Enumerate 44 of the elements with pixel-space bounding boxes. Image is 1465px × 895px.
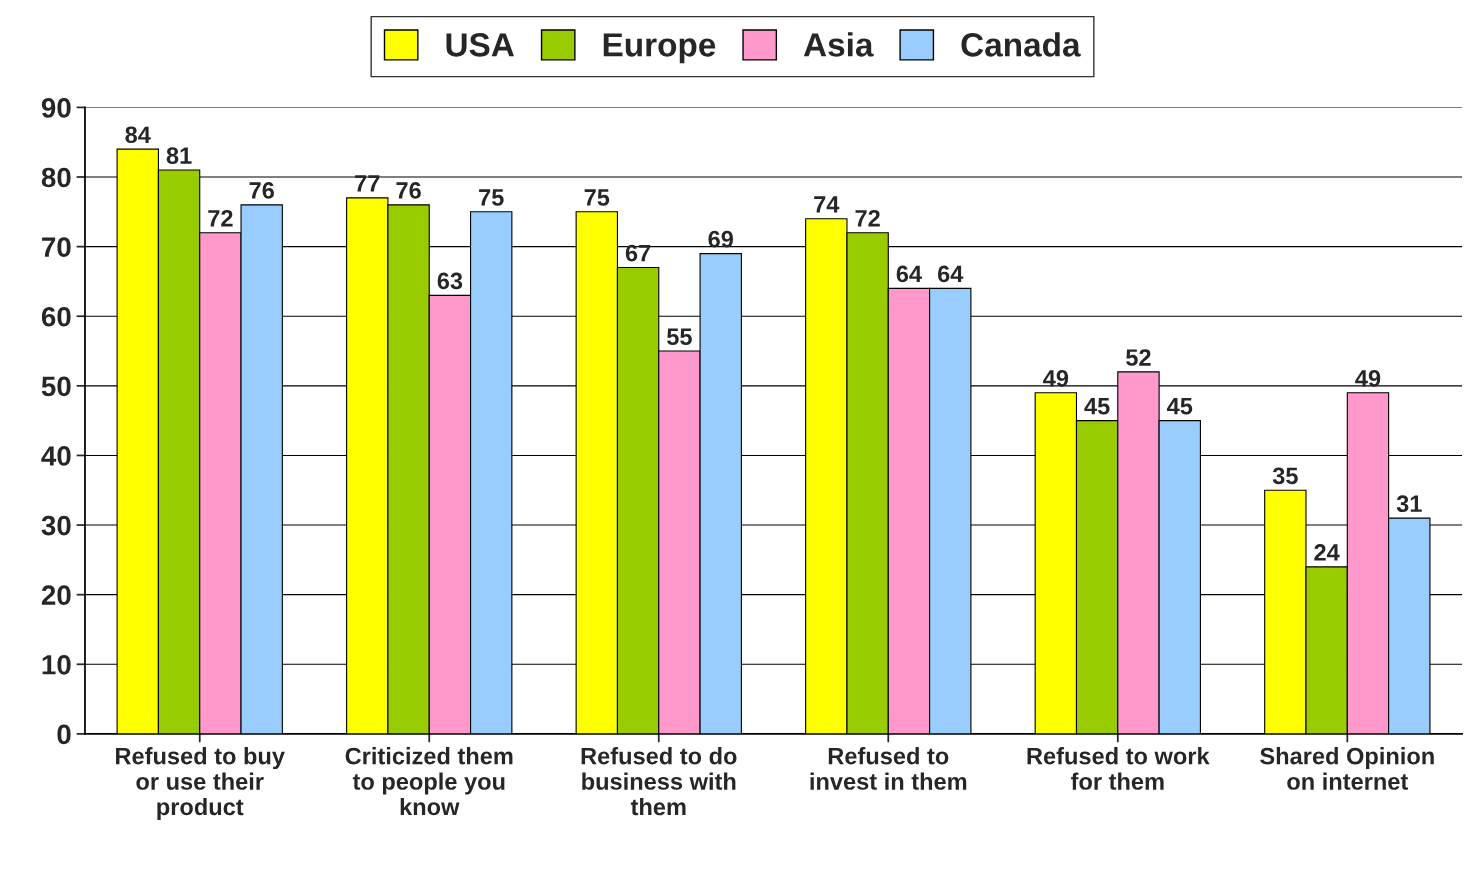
data-label: 81 [166,147,192,164]
data-label: 49 [1043,370,1069,387]
x-tick-label: Shared Opinion on internet [1260,747,1434,790]
y-tick-label: 60 [41,306,71,327]
data-label: 49 [1355,370,1381,387]
data-label: 63 [437,272,463,290]
data-label: 84 [125,126,151,144]
data-label: 76 [396,182,421,199]
y-tick-label: 40 [41,446,71,466]
legend-label: Asia [803,32,874,57]
y-tick-label: 80 [41,167,71,188]
y-tick-label: 70 [42,237,71,257]
data-label: 55 [667,328,692,345]
data-label: 45 [1166,398,1193,415]
data-label: 64 [896,265,922,283]
legend-label: USA [446,33,514,57]
data-label: 72 [855,209,880,227]
legend-label: Canada [961,32,1081,57]
data-label: 72 [208,209,233,227]
x-tick-label: Refused to work for them [1027,747,1210,790]
data-label: 77 [355,175,380,192]
x-tick-label: Criticized them to people you know [345,747,513,816]
legend-label: Europe [603,33,716,64]
data-label: 35 [1272,467,1298,485]
x-tick-label: Refused to do business with them [581,747,737,816]
y-tick-label: 20 [41,585,71,606]
data-label: 45 [1084,398,1110,415]
data-label: 67 [625,244,651,262]
data-label: 69 [708,230,733,248]
y-tick-label: 30 [41,515,71,536]
x-tick-label: Refused to buy or use their product [116,747,285,820]
data-label: 74 [814,196,840,213]
data-label: 31 [1396,495,1422,513]
data-label: 76 [249,182,274,199]
y-tick-label: 0 [57,724,71,745]
data-label: 52 [1126,349,1151,366]
data-label: 75 [479,189,504,206]
data-label: 24 [1314,544,1340,561]
y-tick-label: 10 [42,654,71,675]
x-tick-label: Refused to invest in them [810,747,967,790]
y-tick-label: 90 [41,98,71,118]
data-label: 75 [584,189,610,206]
y-tick-label: 50 [41,376,71,397]
data-label: 64 [937,265,964,283]
